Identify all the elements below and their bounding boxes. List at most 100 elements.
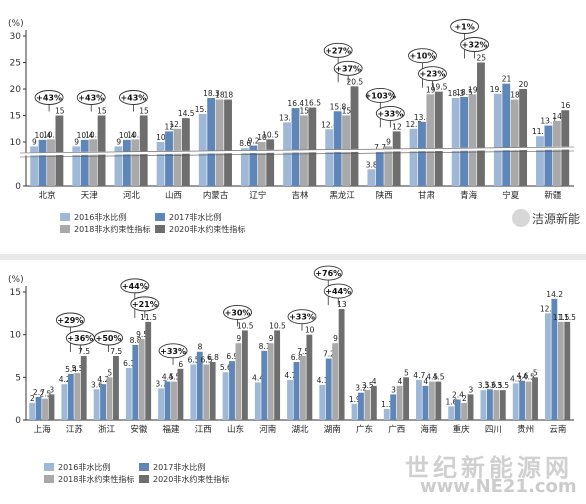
- chart1-data-label: 19.5: [431, 83, 448, 92]
- chart2-data-label: 4.1: [317, 376, 329, 385]
- chart2-data-label: 7.5: [297, 347, 309, 356]
- chart1-bar: [173, 128, 182, 186]
- chart1-bar: [375, 152, 384, 186]
- chart1-x-tick-label: 辽宁: [249, 190, 266, 201]
- chart1-growth-label: +32%: [462, 41, 488, 50]
- chart2-data-label: 5: [533, 368, 538, 377]
- chart1-bar: [350, 86, 359, 186]
- chart2-bar: [177, 368, 184, 420]
- chart1-bar: [114, 146, 123, 186]
- chart2-bar: [196, 351, 203, 420]
- chart2-x-tick-label: 山东: [227, 424, 244, 435]
- chart2-x-tick-label: 四川: [485, 425, 502, 435]
- chart1-data-label: 15: [55, 107, 65, 116]
- chart1-data-label: 10.4: [77, 131, 94, 140]
- chart2-bar: [254, 382, 261, 420]
- chart2-legend-label: 2017非水比例: [153, 462, 205, 472]
- chart2-x-tick-label: 湖南: [324, 424, 341, 435]
- chart2-data-label: 4.2: [97, 375, 109, 384]
- chart1-bar: [502, 83, 511, 186]
- chart2-y-tick-label: 10: [10, 331, 22, 341]
- chart2-data-label: 4: [423, 377, 428, 386]
- chart1-data-label: 15.8: [330, 102, 347, 111]
- chart2-data-label: 9: [269, 334, 274, 343]
- chart2-bar: [519, 380, 526, 420]
- chart1-data-label: 18.3: [203, 89, 220, 98]
- chart1-data-label: 13.7: [279, 113, 296, 122]
- chart1-data-label: 12.5: [169, 120, 186, 129]
- chart2-bar: [325, 358, 332, 420]
- chart2-data-label: 3: [391, 385, 396, 394]
- chart1-bar: [249, 145, 258, 186]
- chart1-bar: [367, 169, 376, 186]
- chart2-bar: [422, 385, 429, 420]
- chart2-data-label: 9.5: [136, 330, 148, 339]
- chart1-bar: [325, 129, 334, 186]
- chart1-y-tick-label: 20: [10, 85, 22, 95]
- chart2-bar: [61, 384, 68, 420]
- chart1-x-tick-label: 宁夏: [502, 190, 520, 201]
- chart1-x-tick-label: 黑龙江: [329, 190, 355, 201]
- chart2-bar: [74, 373, 81, 420]
- chart2-bar: [338, 309, 345, 420]
- chart2-data-label: 2.7: [33, 388, 45, 397]
- chart1-legend-label: 2018非水约束性指标: [74, 224, 150, 234]
- chart2-x-tick-label: 贵州: [517, 424, 534, 435]
- chart2-data-label: 6.9: [226, 352, 238, 361]
- chart1-axis-break-line: [19, 146, 575, 154]
- chart1-data-label: 19: [426, 85, 436, 94]
- chart2-data-label: 3.7: [155, 379, 167, 388]
- chart2-bar: [383, 408, 390, 420]
- chart1-data-label: 16: [561, 101, 571, 110]
- chart2-data-label: 4.5: [162, 373, 174, 382]
- chart1-data-label: 16.4: [287, 99, 304, 108]
- chart2-bar: [532, 377, 538, 420]
- chart1-data-label: 15: [97, 107, 107, 116]
- chart1-data-label: 18: [510, 91, 520, 100]
- chart2-bar: [416, 379, 422, 420]
- chart1-data-label: 8.6: [239, 139, 251, 148]
- chart2-data-label: 4.5: [523, 373, 535, 382]
- chart2-bar: [306, 334, 313, 420]
- chart2-bar: [125, 367, 132, 420]
- chart1-data-label: 18: [224, 91, 234, 100]
- chart2-x-tick-label: 重庆: [453, 424, 471, 435]
- chart1-growth-label: +103%: [365, 91, 396, 100]
- chart2-x-tick-label: 福建: [163, 424, 181, 435]
- chart1-data-label: 12: [165, 122, 175, 131]
- chart1-bar: [434, 91, 443, 186]
- chart2-data-label: 5: [404, 368, 409, 377]
- chart2-bar: [512, 383, 519, 420]
- chart2-data-label: 9: [333, 334, 338, 343]
- chart1-bar: [333, 111, 342, 186]
- chart2-bar: [100, 384, 106, 420]
- chart2-data-label: 1.3: [381, 400, 393, 409]
- chart1-data-label: 9: [386, 137, 391, 146]
- chart1-data-label: 11.1: [532, 127, 549, 136]
- chart2-bar: [48, 394, 55, 420]
- chart1-data-label: 14.5: [178, 109, 195, 118]
- chart2-data-label: 2: [30, 394, 35, 403]
- chart2-legend-label: 2020非水约束性指标: [153, 474, 229, 484]
- chart1-growth-label: +1%: [454, 23, 474, 32]
- chart1-bar: [97, 115, 106, 186]
- chart2-bar: [551, 298, 558, 420]
- chart2-x-tick-label: 广东: [356, 424, 373, 435]
- chart2-bar: [267, 343, 274, 420]
- chart2-data-label: 14.2: [546, 290, 563, 299]
- chart1-bar: [409, 128, 418, 186]
- chart1-bar: [544, 125, 553, 186]
- chart2-bar: [525, 381, 532, 420]
- chart1-bar: [418, 121, 426, 186]
- chart2-bar: [390, 394, 397, 420]
- brand-watermark: 洁源新能: [532, 212, 581, 226]
- chart1-bar: [291, 108, 300, 186]
- chart2-data-label: 3.6: [484, 380, 496, 389]
- chart1-bar: [131, 139, 140, 186]
- chart2-bar: [358, 392, 364, 420]
- chart2-data-label: 8: [198, 343, 203, 352]
- chart2-x-tick-label: 海南: [420, 424, 437, 435]
- chart2-bar: [80, 356, 87, 420]
- chart1-bar: [156, 142, 165, 186]
- chart2-data-label: 3.5: [362, 381, 374, 390]
